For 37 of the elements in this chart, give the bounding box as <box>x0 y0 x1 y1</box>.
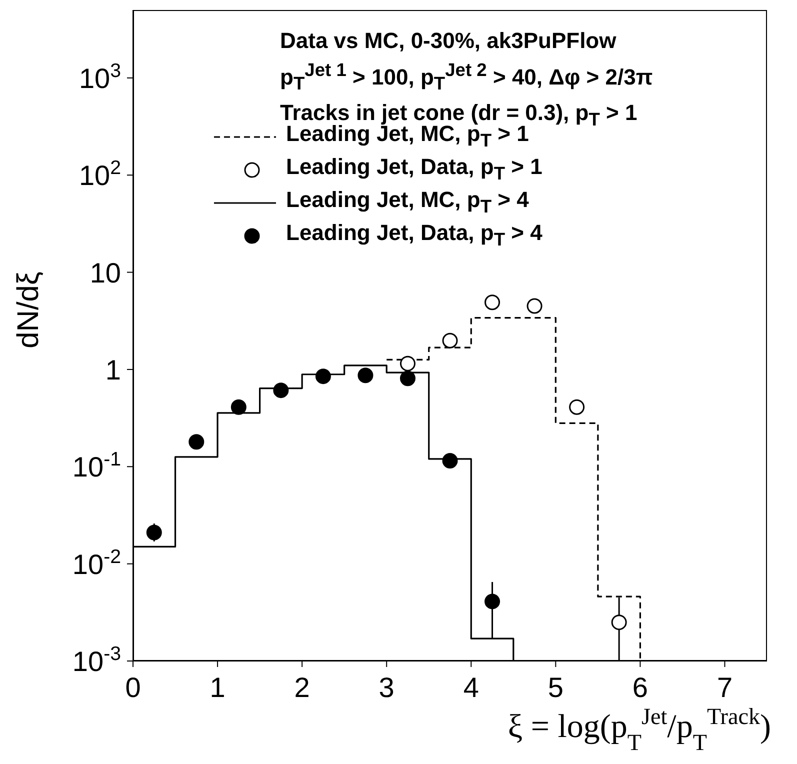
y-axis-title: dN/dξ <box>12 272 45 348</box>
point <box>358 368 374 384</box>
x-tick-label: 2 <box>294 672 310 703</box>
x-tick-label: 1 <box>210 672 226 703</box>
legend-label: Leading Jet, MC, p$_{T}$ > 4 <box>286 187 529 218</box>
annotation: p$_{T}$$^{Jet 1}$ > 100, p$_{T}$$^{Jet 2}$ > 40, Δφ > 2/3π <box>280 58 653 96</box>
y-tick-label: 10$^{3}$ <box>78 60 122 94</box>
point <box>230 399 246 415</box>
x-tick-label: 4 <box>463 672 479 703</box>
point <box>273 382 289 398</box>
point <box>188 434 204 450</box>
y-tick-label: 10$^{-1}$ <box>72 448 121 483</box>
y-tick-label: 1 <box>105 354 121 386</box>
point <box>526 298 542 314</box>
x-tick-label: 7 <box>716 672 733 703</box>
legend-label: Leading Jet, Data, p$_{T}$ > 1 <box>286 154 542 185</box>
x-tick-label: 6 <box>632 672 648 703</box>
point <box>400 370 416 386</box>
point <box>611 614 627 630</box>
point <box>442 452 458 468</box>
x-tick-label: 0 <box>125 672 141 703</box>
y-tick-label: 10$^{-2}$ <box>72 546 121 580</box>
point <box>315 368 331 384</box>
point <box>569 399 585 415</box>
x-tick-label: 3 <box>378 672 394 703</box>
y-tick-label: 10$^{-3}$ <box>72 643 122 677</box>
annotation: Data vs MC, 0-30%, ak3PuPFlow <box>280 27 618 55</box>
point <box>484 594 500 610</box>
point <box>442 332 458 348</box>
point <box>146 524 162 540</box>
y-tick-label: 10$^{2}$ <box>78 157 121 192</box>
y-tick-label: 10 <box>90 257 121 288</box>
point <box>400 356 416 372</box>
point <box>484 294 500 310</box>
legend-label: Leading Jet, Data, p$_{T}$ > 4 <box>286 220 542 251</box>
x-axis-title: ξ = log(p$_{T}$$^{Jet}$/p$_{T}$$^{Track}$) <box>508 703 771 755</box>
x-tick-label: 5 <box>548 672 564 703</box>
